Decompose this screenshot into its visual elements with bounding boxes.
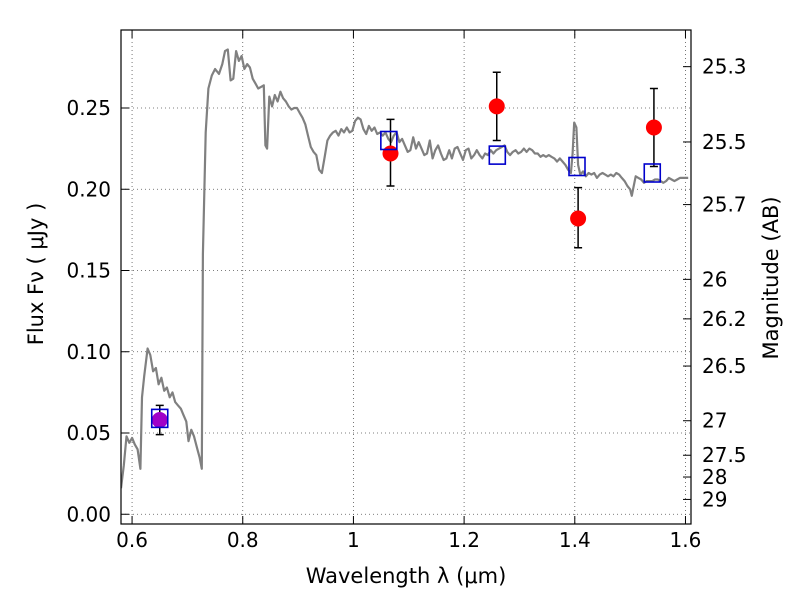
x-tick-label: 1.6 (670, 528, 702, 552)
y-axis-label: Flux Fν ( μJy ) (24, 203, 48, 346)
right-axis-label: Magnitude (AB) (759, 196, 783, 359)
y2-tick-label: 26.5 (702, 354, 747, 378)
axis-ticks: 0.6 0.8 1 1.2 1.4 1.6 0.00 0.05 0.10 0.15 0.20 0.25… (66, 30, 747, 552)
y-tick-label: 0.25 (66, 96, 111, 120)
y2-tick-label: 26 (702, 267, 727, 291)
observed-point (570, 210, 587, 227)
y-tick-label: 0.00 (66, 502, 111, 526)
x-tick-label: 0.6 (116, 528, 148, 552)
y2-tick-label: 25.7 (702, 193, 747, 217)
observed-point (151, 412, 168, 428)
y-tick-label: 0.15 (66, 259, 111, 283)
x-tick-label: 0.8 (227, 528, 259, 552)
synthetic-point (643, 163, 662, 183)
x-tick-label: 1 (347, 528, 360, 552)
x-tick-label: 1.4 (559, 528, 591, 552)
y2-tick-label: 26.2 (702, 307, 747, 331)
y2-tick-label: 28 (702, 465, 727, 489)
y-tick-label: 0.10 (66, 340, 111, 364)
y-tick-label: 0.05 (66, 421, 111, 445)
y2-tick-label: 27.5 (702, 443, 747, 467)
synthetic-point (380, 130, 398, 151)
synthetic-point (568, 156, 586, 177)
plot-area (121, 48, 689, 489)
grid-lines (121, 30, 691, 524)
x-axis-label: Wavelength λ (μm) (306, 564, 507, 588)
y-tick-label: 0.20 (66, 177, 111, 201)
y2-tick-label: 29 (702, 487, 727, 511)
model-spectrum-line (121, 48, 689, 489)
y2-tick-label: 27 (702, 409, 727, 433)
observed-point (645, 119, 662, 136)
observed-point (488, 98, 505, 115)
y2-tick-label: 25.5 (702, 130, 747, 154)
axes-frame (120, 29, 692, 525)
x-tick-label: 1.2 (448, 528, 480, 552)
synthetic-point (150, 408, 169, 429)
y2-tick-label: 25.3 (702, 55, 747, 79)
synthetic-point (488, 145, 507, 165)
